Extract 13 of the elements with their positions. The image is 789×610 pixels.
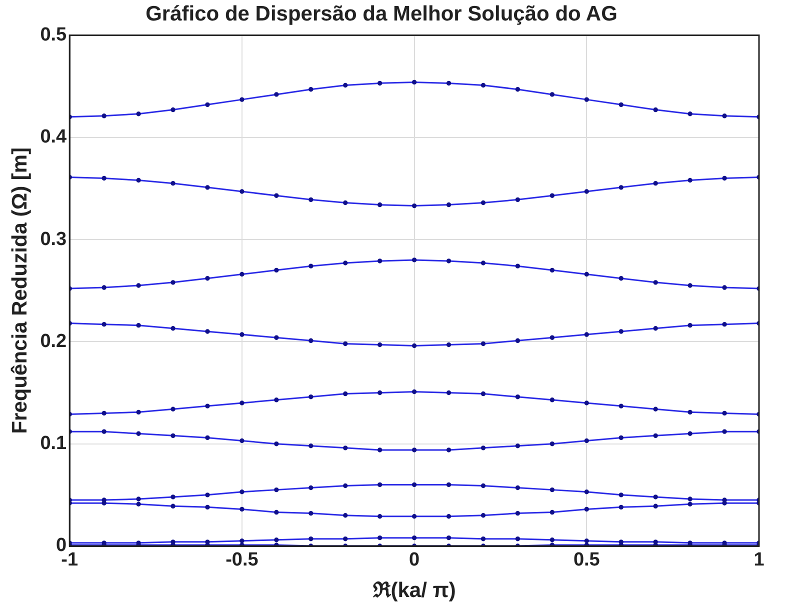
x-axis-title: ℜ(ka/ π) xyxy=(372,579,456,602)
x-tick-label: 1 xyxy=(754,550,765,571)
y-tick-label: 0.2 xyxy=(40,330,67,352)
y-tick-label: 0.1 xyxy=(40,433,68,454)
x-tick-label: -0.5 xyxy=(226,550,259,571)
y-tick-label: 0 xyxy=(56,535,67,556)
chart-title: Gráfico de Dispersão da Melhor Solução do AG xyxy=(146,2,618,26)
y-axis-title: Frequência Reduzida (Ω) [m] xyxy=(8,147,32,434)
y-tick-label: 0.4 xyxy=(40,126,68,148)
y-tick-label: 0.3 xyxy=(40,228,67,250)
y-tick-label: 0.5 xyxy=(40,24,68,46)
x-tick-label: 0.5 xyxy=(573,550,600,571)
x-tick-label: 0 xyxy=(409,550,420,571)
